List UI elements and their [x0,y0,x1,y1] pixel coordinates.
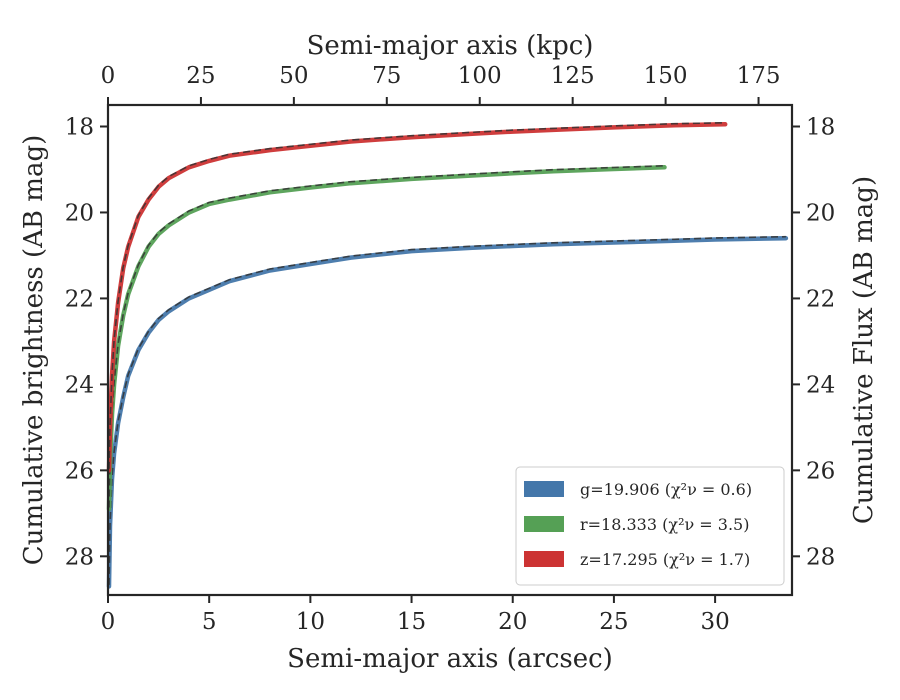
top-x-tick-label-3: 75 [372,63,401,89]
series-line-2 [106,122,728,473]
x-axis-title: Semi-major axis (arcsec) [287,644,613,674]
x-tick-label-4: 20 [498,609,527,635]
right-y-axis-title: Cumulative Flux (AB mag) [849,176,879,524]
x-tick-label-6: 30 [700,609,729,635]
y-tick-label-5: 28 [65,544,94,570]
x-tick-label-0: 0 [101,609,116,635]
legend-box [515,466,785,586]
y-tick-label-4: 26 [65,458,94,484]
legend-label-2: z=17.295 (χ²ν = 1.7) [580,550,750,569]
x-tick-label-5: 25 [599,609,628,635]
top-x-axis-title: Semi-major axis (kpc) [307,31,594,61]
right-y-tick-label-0: 18 [806,114,835,140]
right-y-tick-label-1: 20 [806,200,835,226]
top-x-tick-label-0: 0 [101,63,116,89]
top-x-tick-label-4: 100 [458,63,502,89]
top-x-tick-label-2: 50 [279,63,308,89]
series-model-line-1 [108,165,665,508]
y-tick-label-3: 24 [65,372,94,398]
plot-frame [106,103,794,597]
y-tick-label-0: 18 [65,114,94,140]
right-y-tick-label-5: 28 [806,544,835,570]
ticks-layer: 0 5 10 15 20 25 30 0 25 50 75 100 125 150 175 18 18 20 20 2… [65,63,836,635]
top-x-tick-label-6: 150 [644,63,688,89]
legend-label-1: r=18.333 (χ²ν = 3.5) [580,515,749,534]
series-model-line-2 [108,122,726,469]
x-tick-label-3: 15 [397,609,426,635]
y-axis-title: Cumulative brightness (AB mag) [19,135,49,566]
series-line-1 [106,165,667,512]
series-model-line-0 [108,235,786,585]
top-x-tick-label-7: 175 [737,63,781,89]
right-y-tick-label-2: 22 [806,286,835,312]
legend-swatch-2 [524,551,564,567]
top-x-tick-label-5: 125 [551,63,595,89]
x-tick-label-1: 5 [202,609,217,635]
legend-label-0: g=19.906 (χ²ν = 0.6) [580,480,752,499]
right-y-tick-label-4: 26 [806,458,835,484]
legend-swatch-0 [524,481,564,497]
legend-swatch-1 [524,516,564,532]
right-y-tick-label-3: 24 [806,372,835,398]
y-tick-label-1: 20 [65,200,94,226]
legend: g=19.906 (χ²ν = 0.6) r=18.333 (χ²ν = 3.5)… [515,466,785,586]
top-x-tick-label-1: 25 [186,63,215,89]
x-tick-label-2: 10 [296,609,325,635]
curves-layer [106,122,789,589]
y-tick-label-2: 22 [65,286,94,312]
